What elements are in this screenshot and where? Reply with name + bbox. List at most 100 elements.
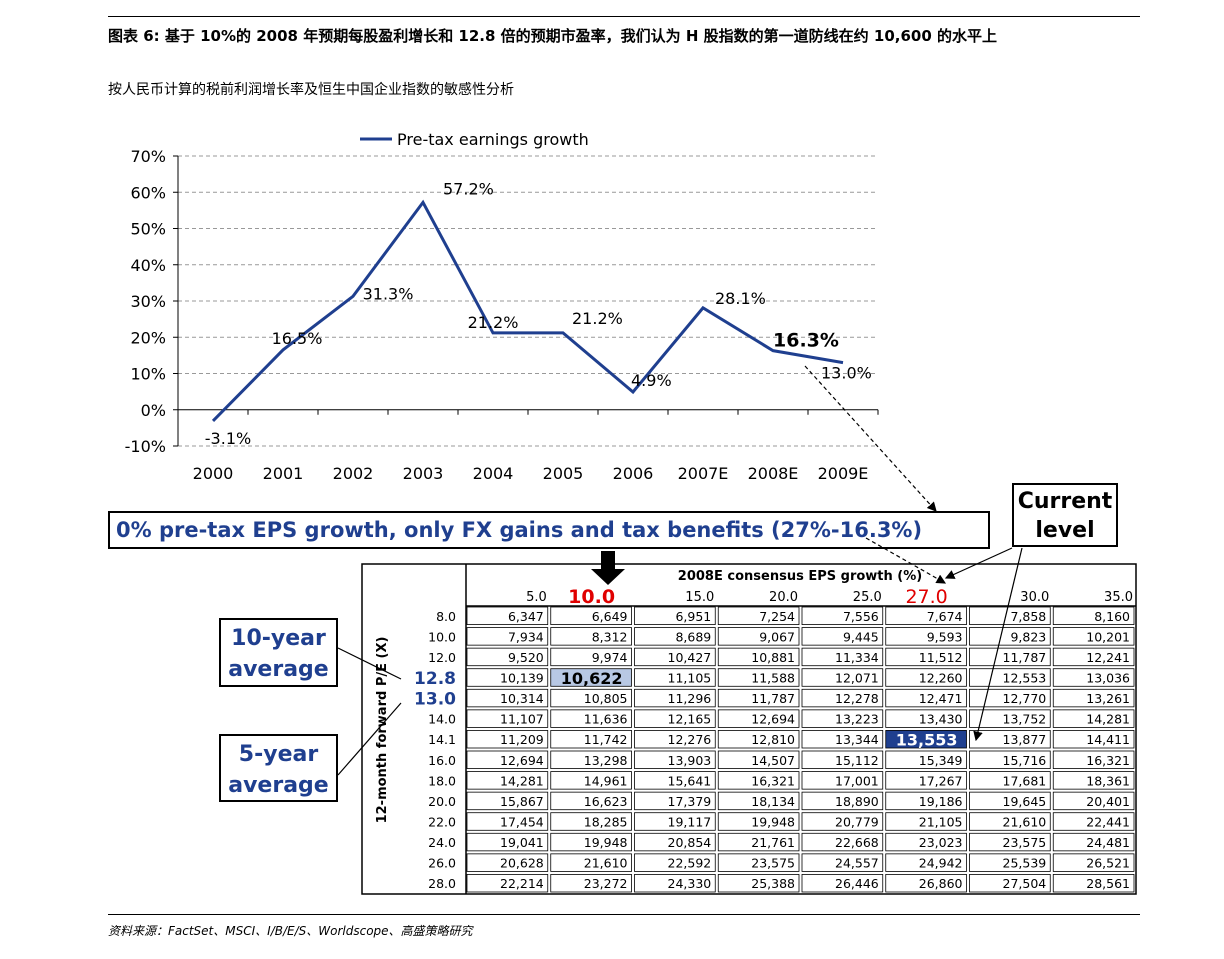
table-cell-value: 20,779 xyxy=(835,815,879,830)
table-cell-value: 10,201 xyxy=(1086,629,1130,644)
table-cell xyxy=(801,750,884,769)
table-cell xyxy=(550,688,632,708)
block-arrow-head xyxy=(591,569,625,585)
data-label: 28.1% xyxy=(715,289,766,308)
data-labels: -3.1% 16.5% 31.3% 57.2% 21.2% 21.2% 4.9% 28.1% 1… xyxy=(205,179,872,448)
table-cell-value: 9,445 xyxy=(843,629,879,644)
x-axis-ticks: 2000 2001 2002 2003 2004 2005 2006 2007E 2008E 20… xyxy=(177,409,879,483)
table-cell xyxy=(550,668,632,687)
table-cell xyxy=(801,812,884,831)
table-cell xyxy=(717,853,800,872)
table-cell-value: 9,520 xyxy=(508,650,544,665)
data-label: 16.5% xyxy=(272,329,323,348)
table-cell-value: 19,041 xyxy=(500,835,544,850)
column-header: 15.0 xyxy=(685,590,714,605)
table-cell-value: 19,645 xyxy=(1003,794,1047,809)
row-header: 8.0 xyxy=(436,609,456,624)
legend-label: Pre-tax earnings growth xyxy=(397,130,589,149)
table-cell-value: 15,112 xyxy=(835,753,879,768)
column-header: 20.0 xyxy=(769,590,798,605)
row-header: 24.0 xyxy=(428,835,456,850)
table-cell-value: 19,186 xyxy=(919,794,963,809)
row-header: 14.1 xyxy=(428,732,456,747)
table-cell xyxy=(550,606,632,625)
table-cell xyxy=(1052,668,1135,687)
table-cell-value: 11,209 xyxy=(500,732,544,747)
table-cell xyxy=(717,771,800,790)
table-cell-value: 11,742 xyxy=(584,732,628,747)
top-rule xyxy=(108,16,1140,17)
table-cell xyxy=(1052,771,1135,790)
table-cell xyxy=(885,627,967,646)
table-cell-value: 18,361 xyxy=(1086,773,1130,788)
table-cell-value: 12,260 xyxy=(919,671,963,686)
table-cell-value: 14,507 xyxy=(751,753,795,768)
table-cell-value: 12,071 xyxy=(835,671,879,686)
table-cell-value: 26,521 xyxy=(1086,856,1130,871)
table-cell-value: 13,877 xyxy=(1003,732,1047,747)
column-header: 5.0 xyxy=(526,590,547,605)
table-cell-value: 10,881 xyxy=(751,650,795,665)
table-cell xyxy=(1052,730,1135,749)
table-cell xyxy=(969,812,1051,831)
table-cell-value: 14,961 xyxy=(584,773,628,788)
table-cell-value: 26,446 xyxy=(835,876,879,891)
table-cell xyxy=(550,647,632,667)
table-cell-value: 18,890 xyxy=(835,794,879,809)
row-header: 20.0 xyxy=(428,794,456,809)
table-cell-value: 19,948 xyxy=(751,815,795,830)
table-cell-value: 20,401 xyxy=(1086,794,1130,809)
table-cell xyxy=(466,771,549,790)
table-cell-value: 11,512 xyxy=(919,650,963,665)
table-cell xyxy=(717,791,800,811)
table-cell xyxy=(885,853,967,872)
table-cell xyxy=(466,874,549,893)
table-cell-value: 21,761 xyxy=(751,835,795,850)
table-cell-value: 12,165 xyxy=(668,712,712,727)
table-cell-value: 12,241 xyxy=(1086,650,1130,665)
x-tick-label: 2004 xyxy=(473,464,514,483)
table-cell xyxy=(717,874,800,893)
table-cell xyxy=(717,832,800,852)
five-year-connector xyxy=(337,702,402,776)
table-cell-value: 19,117 xyxy=(668,815,712,830)
table-cell-value: 16,321 xyxy=(1086,753,1130,768)
dashed-arrow xyxy=(804,365,937,512)
table-cell xyxy=(885,688,967,708)
current-level-line1: Current xyxy=(1017,489,1113,514)
table-cell-value: 13,903 xyxy=(668,753,712,768)
x-tick-label: 2008E xyxy=(748,464,799,483)
table-cell xyxy=(466,812,549,831)
row-header: 28.0 xyxy=(428,876,456,891)
table-cell xyxy=(885,832,967,852)
table-cell xyxy=(634,668,716,687)
table-cell-value: 23,575 xyxy=(751,856,795,871)
x-tick-label: 2005 xyxy=(543,464,584,483)
table-cell xyxy=(969,771,1051,790)
table-cell-value: 11,787 xyxy=(1003,650,1047,665)
row-header: 18.0 xyxy=(428,773,456,788)
row-header: 16.0 xyxy=(428,753,456,768)
table-cell xyxy=(885,606,967,625)
x-tick-label: 2002 xyxy=(333,464,374,483)
table-cell-value: 21,105 xyxy=(919,815,963,830)
table-cell xyxy=(550,709,632,728)
table-cell-value: 11,107 xyxy=(500,712,544,727)
five-year-line1: 5-year xyxy=(238,742,319,767)
column-header: 10.0 xyxy=(568,586,615,608)
table-cell-value: 15,349 xyxy=(919,753,963,768)
five-year-average-callout: 5-year average xyxy=(219,734,338,802)
table-cell xyxy=(634,730,716,749)
table-cell xyxy=(717,668,800,687)
table-cell xyxy=(885,709,967,728)
dashed-arrow xyxy=(865,537,947,584)
table-cell-value: 17,454 xyxy=(500,815,544,830)
table-cell xyxy=(801,853,884,872)
table-cell xyxy=(969,791,1051,811)
table-cell xyxy=(885,730,967,749)
table-cell xyxy=(969,832,1051,852)
table-cell xyxy=(1052,627,1135,646)
table-cell-value: 17,681 xyxy=(1003,773,1047,788)
table-cell-value: 12,770 xyxy=(1003,691,1047,706)
table-cell-value: 14,411 xyxy=(1086,732,1130,747)
